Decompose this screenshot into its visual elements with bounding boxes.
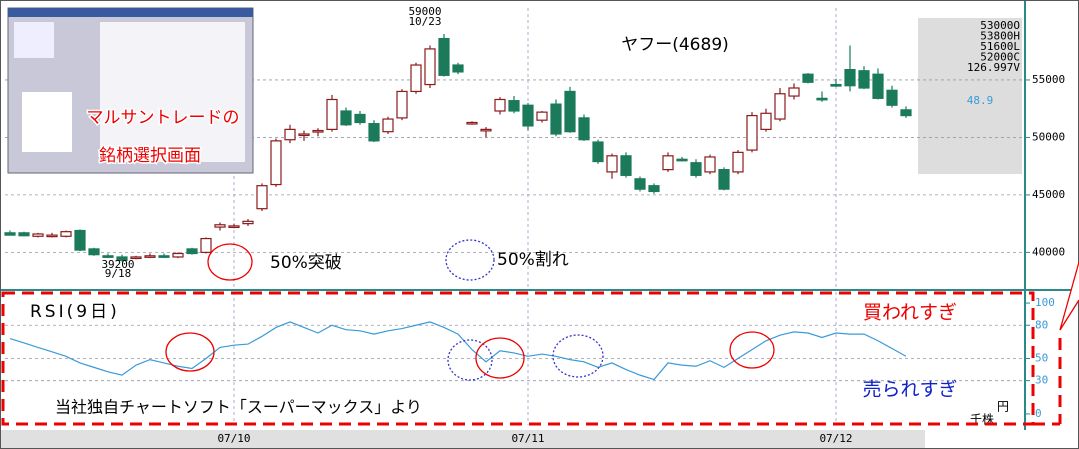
inset-panel bbox=[14, 22, 54, 58]
candle-body bbox=[369, 124, 379, 141]
date-axis-band bbox=[0, 430, 925, 449]
y-tick-label: 40000 bbox=[1032, 245, 1065, 258]
candle-body bbox=[733, 152, 743, 172]
candle-body bbox=[495, 99, 505, 110]
candle-body bbox=[5, 233, 15, 235]
candle-body bbox=[187, 249, 197, 254]
inset-list bbox=[22, 92, 72, 152]
y-tick-label: 50 bbox=[1035, 352, 1048, 365]
candle-body bbox=[677, 159, 687, 161]
candle-body bbox=[397, 91, 407, 117]
candle-body bbox=[719, 170, 729, 190]
inset-list bbox=[100, 22, 245, 162]
candle-body bbox=[341, 111, 351, 125]
candle-body bbox=[649, 186, 659, 192]
y-tick-label: 55000 bbox=[1032, 73, 1065, 86]
candle-body bbox=[873, 74, 883, 98]
candle-body bbox=[551, 104, 561, 134]
candle-body bbox=[705, 157, 715, 172]
candle-body bbox=[271, 141, 281, 185]
candle-body bbox=[439, 39, 449, 76]
candle-body bbox=[565, 91, 575, 131]
y-tick-label: 80 bbox=[1035, 318, 1048, 331]
candle-body bbox=[859, 71, 869, 88]
panel-title: RSI(9日) bbox=[30, 302, 120, 322]
annotation: 9/18 bbox=[105, 267, 132, 280]
candle-body bbox=[509, 101, 519, 111]
candle-body bbox=[61, 232, 71, 237]
x-tick-label: 07/11 bbox=[511, 432, 544, 445]
candle-body bbox=[761, 113, 771, 129]
candle-body bbox=[845, 70, 855, 86]
x-tick-label: 07/12 bbox=[819, 432, 852, 445]
annotation: 10/23 bbox=[408, 15, 441, 28]
candle-body bbox=[523, 105, 533, 126]
candle-body bbox=[159, 256, 169, 258]
annotation: 売られすぎ bbox=[862, 379, 957, 401]
annotation: 買われすぎ bbox=[863, 302, 957, 324]
annotation: 50%割れ bbox=[497, 250, 569, 270]
candle-body bbox=[747, 116, 757, 150]
candle-body bbox=[425, 49, 435, 85]
candle-body bbox=[453, 65, 463, 72]
candle-body bbox=[775, 94, 785, 119]
info-line: 126.997V bbox=[967, 61, 1020, 74]
candle-body bbox=[229, 226, 239, 228]
inset-titlebar bbox=[8, 8, 253, 17]
x-tick-label: 07/10 bbox=[217, 432, 250, 445]
candle-body bbox=[355, 114, 365, 122]
y-tick-label: 50000 bbox=[1032, 130, 1065, 143]
y-tick-label: 30 bbox=[1035, 374, 1048, 387]
annotation: 50%突破 bbox=[270, 253, 342, 273]
y-tick-label: 0 bbox=[1035, 407, 1042, 420]
candle-body bbox=[173, 254, 183, 257]
candle-body bbox=[817, 98, 827, 100]
chart-title: ヤフー(4689) bbox=[621, 35, 729, 55]
candle-body bbox=[537, 112, 547, 120]
unit: 円 bbox=[997, 400, 1009, 414]
candle-body bbox=[201, 239, 211, 253]
candle-body bbox=[383, 119, 393, 132]
candle-body bbox=[901, 110, 911, 116]
candle-body bbox=[691, 163, 701, 176]
y-tick-label: 100 bbox=[1035, 296, 1055, 309]
candle-body bbox=[789, 88, 799, 96]
inset: マルサントレードの 銘柄選択画面 bbox=[8, 8, 253, 173]
candle-body bbox=[635, 179, 645, 189]
candle-body bbox=[621, 156, 631, 176]
candle-body bbox=[89, 249, 99, 255]
candle-body bbox=[47, 235, 57, 237]
chart: 55000 50000 45000 40000 07/10 07/11 07/12 100 80… bbox=[0, 0, 1079, 449]
candle-body bbox=[803, 74, 813, 82]
candle-body bbox=[145, 256, 155, 258]
candle-body bbox=[19, 233, 29, 236]
candle-body bbox=[33, 234, 43, 236]
candle-body bbox=[481, 129, 491, 131]
candle-body bbox=[411, 65, 421, 91]
candle-body bbox=[593, 142, 603, 162]
inset-caption: 銘柄選択画面 bbox=[99, 146, 201, 166]
info-line: 48.9 bbox=[967, 94, 994, 107]
candle-body bbox=[243, 221, 253, 223]
candle-body bbox=[215, 225, 225, 227]
candle-body bbox=[579, 118, 589, 140]
candle-body bbox=[313, 131, 323, 133]
candle-body bbox=[299, 134, 309, 136]
inset-caption: マルサントレードの bbox=[87, 108, 240, 128]
source-note: 当社独自チャートソフト「スーパーマックス」より bbox=[55, 398, 422, 417]
candle-body bbox=[831, 85, 841, 87]
candle-body bbox=[663, 156, 673, 170]
candle-body bbox=[887, 90, 897, 105]
candle-body bbox=[285, 129, 295, 139]
candle-body bbox=[75, 231, 85, 251]
candle-body bbox=[467, 122, 477, 124]
y-tick-label: 45000 bbox=[1032, 188, 1065, 201]
candle-body bbox=[257, 186, 267, 209]
candle-body bbox=[607, 156, 617, 172]
candle-body bbox=[327, 99, 337, 129]
